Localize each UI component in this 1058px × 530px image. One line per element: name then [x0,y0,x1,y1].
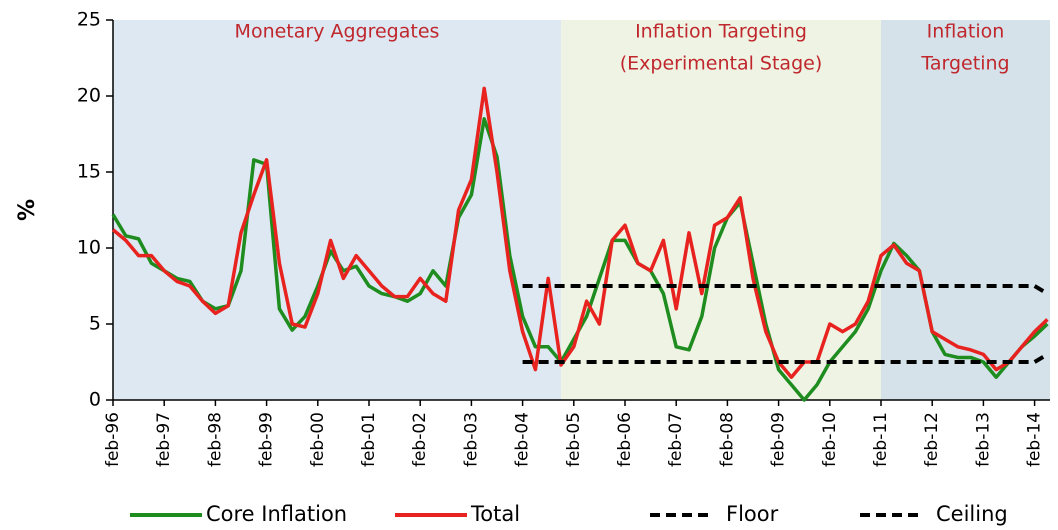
x-tick-label: feb-02 [410,412,430,467]
region-label: Monetary Aggregates [235,21,440,43]
series-line [111,86,1049,379]
x-tick-label: feb-11 [871,412,891,467]
x-tick-label: feb-97 [154,412,174,467]
x-tick-label: feb-01 [359,412,379,467]
x-tick-label: feb-98 [205,412,225,467]
x-tick-label: feb-00 [308,412,328,467]
region [113,20,561,400]
legend-label: Floor [726,502,779,526]
x-tick-label: feb-07 [666,412,686,467]
series-line [522,284,1049,296]
region-label: Targeting [920,53,1009,75]
x-tick-label: feb-05 [564,412,584,467]
y-tick-label: 5 [89,313,101,335]
region [881,20,1050,400]
y-tick-label: 25 [77,9,101,31]
x-tick-label: feb-12 [922,412,942,467]
y-tick-label: 10 [77,237,101,259]
x-tick-label: feb-04 [513,412,533,467]
y-tick-label: 0 [89,389,101,411]
x-tick-label: feb-10 [820,412,840,467]
series-line [522,352,1049,364]
x-tick-label: feb-03 [461,412,481,467]
legend-label: Total [470,502,520,526]
legend-label: Ceiling [936,502,1008,526]
y-tick-label: 15 [77,161,101,183]
region [561,20,881,400]
x-tick-label: feb-14 [1025,412,1045,467]
region-label: Inflation [927,21,1005,43]
region-label: Inflation Targeting [635,21,807,43]
x-tick-label: feb-06 [615,412,635,467]
y-tick-label: 20 [77,85,101,107]
region-label: (Experimental Stage) [620,53,822,75]
x-tick-label: feb-13 [973,412,993,467]
x-tick-label: feb-08 [717,412,737,467]
y-axis-label: % [15,199,40,221]
x-tick-label: feb-96 [103,412,123,467]
legend-label: Core Inflation [206,502,347,526]
x-tick-label: feb-09 [769,412,789,467]
x-tick-label: feb-99 [257,412,277,467]
